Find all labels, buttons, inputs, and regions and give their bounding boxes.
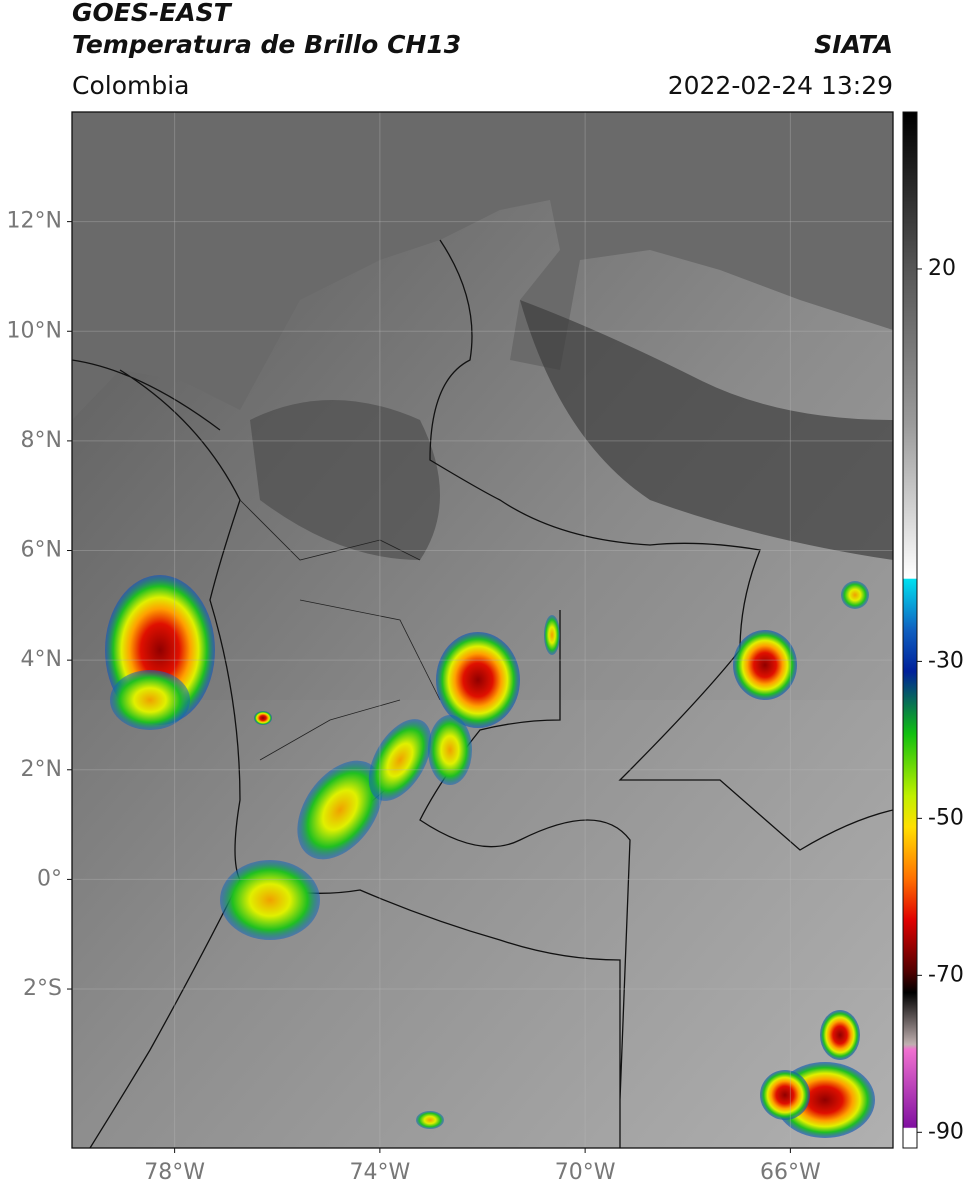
satellite-image — [72, 112, 893, 1148]
colorbar-tick-label: -30 — [928, 648, 964, 673]
lon-tick-label: 66°W — [760, 1160, 821, 1185]
region: Colombia — [72, 71, 189, 100]
datetime: 2022-02-24 13:29 — [668, 71, 893, 100]
lat-tick-label: 12°N — [7, 209, 62, 234]
lat-tick-label: 8°N — [21, 428, 62, 453]
colorbar-tick-label: -90 — [928, 1119, 964, 1144]
colorbar-tick-label: -50 — [928, 805, 964, 830]
lon-tick-label: 70°W — [555, 1160, 616, 1185]
colorbar-tick-label: -70 — [928, 962, 964, 987]
graticule — [72, 112, 893, 1148]
source: SIATA — [814, 30, 893, 59]
lon-tick-label: 78°W — [144, 1160, 205, 1185]
map-frame — [71, 111, 894, 1149]
subtitle: Temperatura de Brillo CH13 — [72, 30, 461, 59]
lat-tick-label: 2°S — [23, 976, 62, 1001]
lat-tick-label: 10°N — [7, 318, 62, 343]
lat-tick-label: 4°N — [21, 647, 62, 672]
title: GOES-EAST — [72, 0, 233, 27]
lat-tick-label: 6°N — [21, 538, 62, 563]
colorbar-tick-label: 20 — [928, 256, 956, 281]
lon-tick-label: 74°W — [350, 1160, 411, 1185]
lat-tick-label: 2°N — [21, 757, 62, 782]
colorbar — [902, 111, 918, 1149]
lat-tick-label: 0° — [37, 866, 62, 891]
